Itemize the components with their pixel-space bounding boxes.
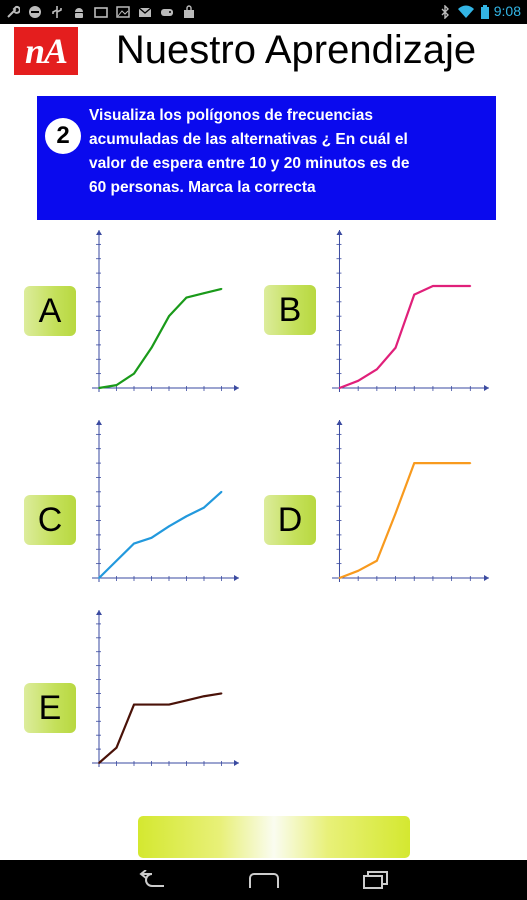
data-point [168, 703, 170, 706]
data-point [469, 462, 472, 464]
wrench-icon [7, 5, 20, 18]
data-point [115, 559, 118, 562]
question-text: Visualiza los polígonos de frecuencias a… [89, 104, 489, 200]
option-d-button[interactable]: D [264, 495, 316, 545]
x-axis-arrow [484, 385, 489, 391]
data-point [98, 762, 100, 764]
series-line [98, 491, 223, 579]
series-line [339, 284, 471, 390]
android-icon [75, 8, 83, 18]
chart-option-e[interactable] [70, 606, 245, 781]
data-point [150, 703, 153, 706]
status-time: 9:08 [493, 3, 521, 19]
data-point [203, 292, 205, 295]
gamepad-icon [161, 9, 173, 16]
data-point [220, 287, 223, 290]
y-axis-arrow [96, 610, 102, 615]
recent-apps-icon[interactable] [362, 870, 390, 890]
data-point [98, 387, 100, 389]
option-e-button[interactable]: E [24, 683, 76, 733]
tv-icon [94, 7, 108, 18]
data-point [203, 695, 205, 698]
data-point [413, 462, 416, 464]
question-line: Visualiza los polígonos de frecuencias [89, 107, 373, 124]
submit-button[interactable] [138, 816, 410, 858]
data-point [133, 542, 135, 545]
data-point [133, 703, 135, 706]
question-line: 60 personas. Marca la correcta [89, 179, 316, 196]
usb-icon [52, 6, 62, 18]
data-point [450, 462, 453, 464]
data-point [203, 506, 205, 509]
x-axis-arrow [234, 575, 239, 581]
app-title: Nuestro Aprendizaje [115, 28, 477, 72]
data-point [150, 536, 153, 539]
data-point [338, 387, 341, 389]
data-point [394, 346, 397, 349]
back-icon[interactable] [138, 870, 168, 890]
series-line [98, 692, 222, 764]
data-point [357, 379, 360, 382]
question-number-badge: 2 [45, 118, 81, 154]
question-line: valor de espera entre 10 y 20 minutos es… [89, 155, 410, 172]
no-entry-icon [29, 6, 41, 18]
question-line: acumuladas de las alternativas ¿ En cuál… [89, 131, 408, 148]
data-point [168, 315, 170, 318]
x-axis-arrow [234, 760, 239, 766]
data-point [168, 525, 170, 528]
x-axis-arrow [484, 575, 489, 581]
gmail-icon [138, 7, 152, 17]
option-b-button[interactable]: B [264, 285, 316, 335]
data-point [413, 293, 416, 296]
image-icon [116, 6, 130, 18]
data-point [375, 368, 378, 371]
y-axis-arrow [96, 230, 102, 235]
data-point [185, 515, 188, 518]
data-point [375, 559, 378, 562]
app-logo: nA [14, 27, 78, 75]
option-a-button[interactable]: A [24, 286, 76, 336]
bag-icon [184, 5, 194, 18]
chart-option-a[interactable] [70, 226, 245, 406]
data-point [115, 384, 118, 387]
series-line [98, 287, 222, 390]
status-bar: 9:08 [0, 0, 527, 24]
series-line [339, 461, 471, 580]
data-point [150, 346, 153, 349]
option-c-button[interactable]: C [24, 495, 76, 545]
data-point [185, 296, 188, 299]
data-point [394, 512, 397, 515]
x-axis-arrow [234, 385, 239, 391]
chart-option-d[interactable] [310, 416, 495, 596]
data-point [220, 490, 223, 493]
data-point [185, 699, 188, 702]
battery-icon [481, 5, 489, 19]
data-point [98, 577, 100, 579]
data-point [357, 569, 360, 572]
bluetooth-icon [441, 5, 449, 19]
data-point [450, 285, 453, 287]
data-point [338, 577, 341, 579]
home-icon[interactable] [248, 872, 280, 890]
data-point [115, 746, 118, 749]
y-axis-arrow [336, 230, 343, 235]
data-point [432, 285, 434, 287]
chart-option-b[interactable] [310, 226, 495, 406]
chart-option-c[interactable] [70, 416, 245, 596]
question-panel [37, 96, 496, 220]
wifi-icon [458, 5, 474, 18]
data-point [432, 462, 434, 464]
data-point [133, 372, 135, 375]
y-axis-arrow [336, 420, 343, 425]
navigation-bar [0, 860, 527, 900]
data-point [220, 692, 223, 695]
data-point [469, 285, 472, 287]
y-axis-arrow [96, 420, 102, 425]
